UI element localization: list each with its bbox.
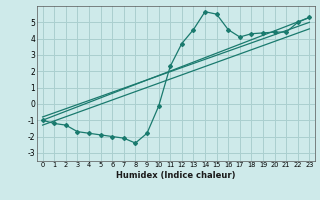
- X-axis label: Humidex (Indice chaleur): Humidex (Indice chaleur): [116, 171, 236, 180]
